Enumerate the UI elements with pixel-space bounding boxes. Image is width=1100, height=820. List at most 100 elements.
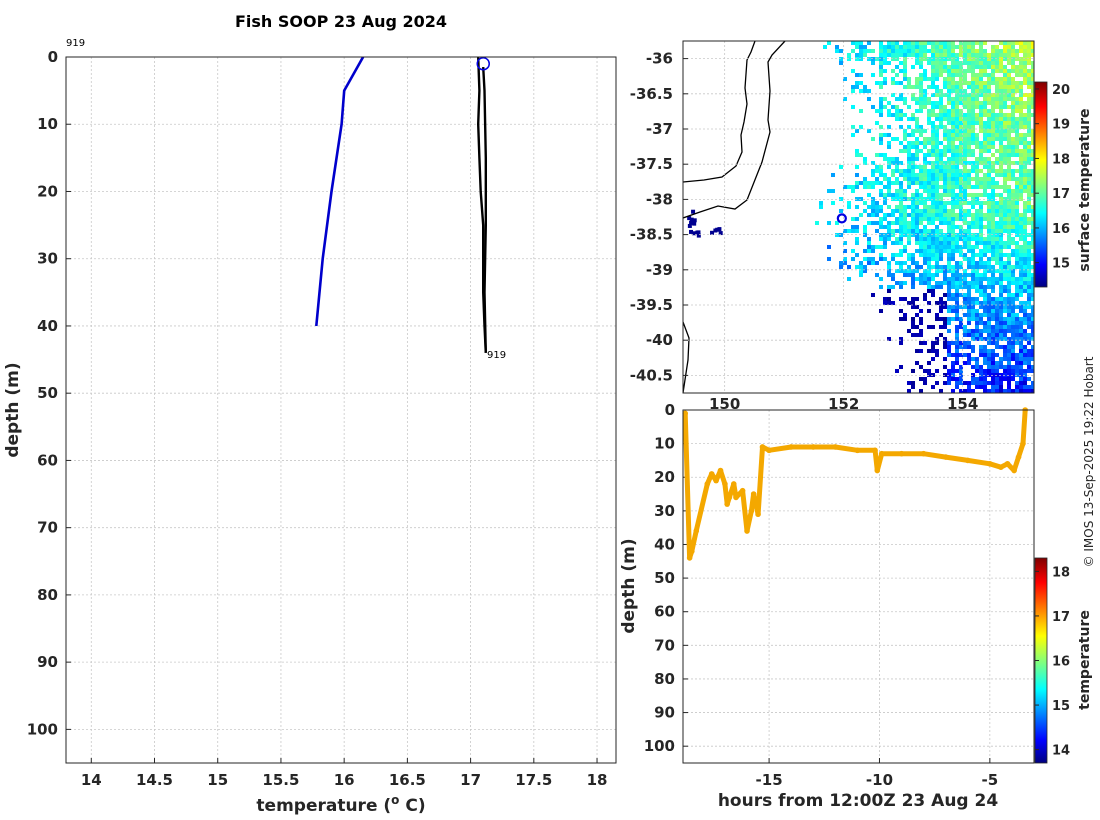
sst-cell [875, 245, 879, 249]
sst-cell [907, 253, 911, 257]
sst-cell [923, 257, 927, 261]
sst-cell [1007, 353, 1011, 357]
sst-cell [1031, 297, 1034, 301]
sst-cell [967, 129, 971, 133]
sst-cell [899, 169, 903, 173]
sst-cell [1015, 97, 1019, 101]
sst-cell [899, 45, 903, 49]
sst-cell [903, 65, 907, 69]
profile-xtick-label: 16.5 [389, 771, 426, 789]
sst-cell [919, 165, 923, 169]
sst-cell [895, 81, 899, 85]
sst-cell [1019, 213, 1023, 217]
sst-cell [1011, 65, 1015, 69]
sst-cell [1027, 189, 1031, 193]
sst-cell [959, 249, 963, 253]
depth-time-point [682, 410, 689, 417]
sst-cell [959, 261, 963, 265]
sst-cell [995, 261, 999, 265]
sst-cell [875, 201, 879, 205]
sst-cell [1011, 77, 1015, 81]
sst-cell [839, 49, 843, 53]
sst-cell [919, 365, 923, 369]
sst-cell [943, 117, 947, 121]
sst-cell [935, 237, 939, 241]
sst-cell [713, 228, 718, 233]
sst-cell [1019, 357, 1023, 361]
sst-cell [895, 161, 899, 165]
sst-cell [1023, 353, 1027, 357]
sst-cell [1031, 389, 1034, 393]
sst-cell [1015, 137, 1019, 141]
sst-cell [931, 153, 935, 157]
sst-cell [895, 237, 899, 241]
sst-cell [983, 177, 987, 181]
sst-cell [939, 153, 943, 157]
sst-cell [1031, 305, 1034, 309]
sst-cell [975, 365, 979, 369]
sst-cell [903, 249, 907, 253]
sst-cell [1027, 125, 1031, 129]
sst-cell [991, 237, 995, 241]
sst-cell [979, 89, 983, 93]
sst-cell [943, 93, 947, 97]
sst-cell [979, 205, 983, 209]
sst-cell [939, 105, 943, 109]
sst-cell [903, 313, 907, 317]
sst-cell [955, 345, 959, 349]
sst-cell [1023, 261, 1027, 265]
sst-cell [947, 97, 951, 101]
sst-cell [975, 301, 979, 305]
sst-cell [1027, 141, 1031, 145]
sst-cell [847, 265, 851, 269]
sst-cell [927, 189, 931, 193]
sst-cell [919, 41, 923, 45]
sst-cell [718, 231, 723, 236]
sst-cell [959, 229, 963, 233]
profile-xtick-label: 15.5 [262, 771, 299, 789]
sst-cell [963, 209, 967, 213]
sst-cell [987, 101, 991, 105]
sst-cell [999, 65, 1003, 69]
sst-cell [959, 205, 963, 209]
sst-cell [955, 305, 959, 309]
sst-cell [971, 357, 975, 361]
sst-cell [995, 309, 999, 313]
sst-cell [947, 341, 951, 345]
sst-cell [951, 41, 955, 45]
sst-cell [1003, 321, 1007, 325]
sst-cell [983, 53, 987, 57]
map-grid [683, 41, 1034, 393]
sst-cell [863, 265, 867, 269]
sst-cell [935, 89, 939, 93]
sst-cell [983, 61, 987, 65]
sst-cell [1015, 85, 1019, 89]
sst-cell [951, 121, 955, 125]
sst-cell [991, 245, 995, 249]
sst-cell [923, 77, 927, 81]
sst-cell [979, 121, 983, 125]
sst-cell [1007, 141, 1011, 145]
sst-cell [871, 185, 875, 189]
sst-cell [935, 185, 939, 189]
sst-cell [947, 221, 951, 225]
sst-cell [1007, 221, 1011, 225]
sst-cell [879, 69, 883, 73]
sst-cell [1031, 381, 1034, 385]
sst-cell [967, 309, 971, 313]
sst-cell [855, 53, 859, 57]
sst-cell [1031, 241, 1034, 245]
sst-cell [955, 353, 959, 357]
sst-cell [983, 41, 987, 45]
sst-cell [943, 321, 947, 325]
sst-cell [955, 341, 959, 345]
sst-cell [899, 193, 903, 197]
sst-cell [943, 337, 947, 341]
sst-cell [1023, 189, 1027, 193]
sst-cell [935, 353, 939, 357]
sst-cell [931, 213, 935, 217]
sst-cell [959, 53, 963, 57]
sst-cell [827, 189, 831, 193]
sst-cell [895, 181, 899, 185]
sst-cell [851, 125, 855, 129]
